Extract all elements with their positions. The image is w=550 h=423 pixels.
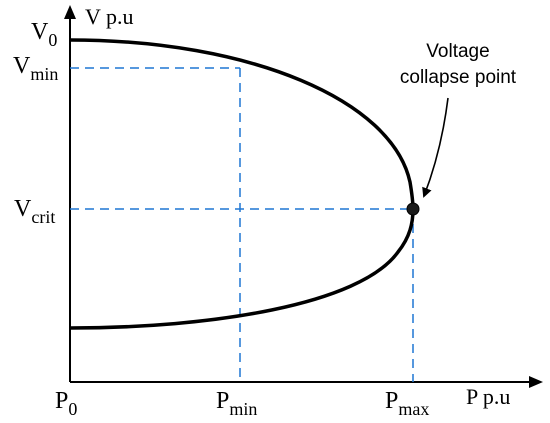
pmax-label: Pmax — [385, 388, 429, 419]
pv-curve-upper-branch — [69, 38, 415, 210]
annotation-arrow — [422, 97, 449, 198]
annotation-line-2: collapse point — [400, 67, 517, 88]
vcrit-label: Vcrit — [14, 196, 55, 227]
y-axis-label: V p.u — [85, 4, 134, 29]
voltage-collapse-point-marker — [406, 202, 420, 216]
x-axis-label: P p.u — [466, 384, 510, 409]
pv-curve-lower-branch — [69, 208, 415, 330]
pmin-label: Pmin — [216, 388, 257, 419]
x-axis-arrow — [529, 376, 543, 388]
p0-label: P0 — [55, 388, 77, 419]
v0-label: V0 — [31, 19, 57, 50]
y-axis-arrow — [64, 5, 76, 19]
vmin-label: Vmin — [13, 53, 58, 84]
annotation-line-1: Voltage — [426, 41, 489, 62]
